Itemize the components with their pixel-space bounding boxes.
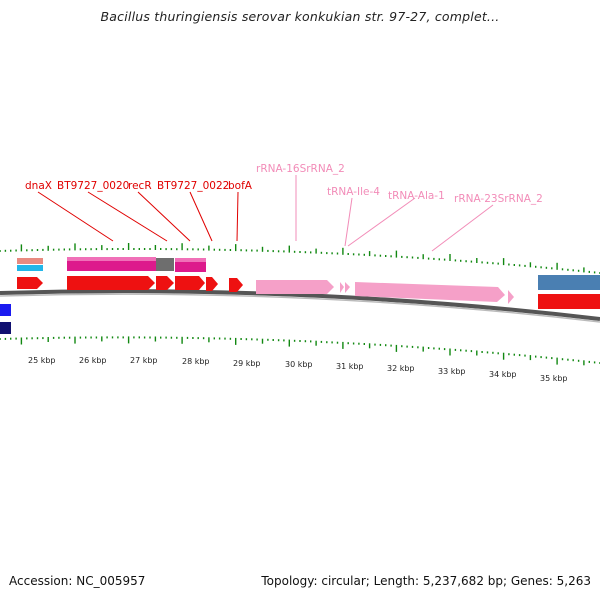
scale-label: 32 kbp: [387, 364, 415, 373]
accession-label: Accession: NC_005957: [9, 574, 146, 588]
gene-arrow-BT9727-0020[interactable]: [156, 276, 174, 290]
feature-block-steelblue[interactable]: [538, 275, 600, 290]
scale-labels: 25 kbp 26 kbp 27 kbp 28 kbp 29 kbp 30 kb…: [28, 356, 568, 383]
scale-label: 26 kbp: [79, 356, 107, 365]
gene-label-leaders: [37, 191, 239, 242]
gene-arrow-bofA[interactable]: [229, 278, 243, 292]
rna-arrow-trna-ile[interactable]: [340, 282, 344, 293]
gene-label-BT9727-0020[interactable]: BT9727_0020: [57, 180, 129, 192]
rna-arrow-small[interactable]: [508, 290, 514, 304]
genome-title: Bacillus thuringiensis serovar konkukian…: [100, 9, 500, 24]
scale-label: 31 kbp: [336, 362, 364, 371]
rna-arrow-16S[interactable]: [256, 280, 334, 294]
feature-block-blue[interactable]: [0, 304, 11, 316]
gene-arrow[interactable]: [17, 277, 43, 289]
gap-block[interactable]: [156, 258, 174, 271]
feature-block-salmon[interactable]: [17, 258, 43, 264]
feature-block-navy[interactable]: [0, 322, 11, 334]
rna-label-tRNA-Ile[interactable]: tRNA-Ile-4: [327, 186, 380, 198]
gene-arrow-recR[interactable]: [175, 276, 205, 290]
scale-label: 35 kbp: [540, 374, 568, 383]
scale-label: 33 kbp: [438, 367, 466, 376]
tick-track-bottom: [0, 336, 600, 366]
rna-label-16S[interactable]: rRNA-16SrRNA_2: [256, 163, 345, 175]
rna-label-leaders: [295, 175, 494, 252]
scale-label: 29 kbp: [233, 359, 261, 368]
genome-backbone-shadow: [0, 293, 600, 323]
gene-arrow-BT9727-0022[interactable]: [206, 277, 218, 291]
scale-label: 25 kbp: [28, 356, 56, 365]
gene-label-bofA[interactable]: bofA: [228, 180, 253, 192]
rna-labels: rRNA-16SrRNA_2 tRNA-Ile-4 tRNA-Ala-1 rRN…: [256, 163, 543, 205]
topology-summary: Topology: circular; Length: 5,237,682 bp…: [261, 574, 591, 588]
gene-label-recR[interactable]: recR: [128, 180, 152, 192]
gene-arrow-dnaX[interactable]: [67, 276, 155, 290]
scale-label: 34 kbp: [489, 370, 517, 379]
rna-arrow-23S[interactable]: [355, 282, 505, 302]
gene-arrow-right[interactable]: [538, 294, 600, 309]
gene-label-dnaX[interactable]: dnaX: [25, 180, 52, 192]
genome-backbone: [0, 289, 600, 321]
scale-label: 30 kbp: [285, 360, 313, 369]
scale-label: 28 kbp: [182, 357, 210, 366]
cds-highlight: [175, 258, 206, 262]
tick-track-top: [0, 243, 600, 274]
cds-highlight: [67, 257, 156, 261]
gene-labels: dnaX BT9727_0020 recR BT9727_0022 bofA: [25, 180, 253, 192]
feature-block-cyan[interactable]: [17, 265, 43, 271]
gene-label-BT9727-0022[interactable]: BT9727_0022: [157, 180, 229, 192]
rna-label-23S[interactable]: rRNA-23SrRNA_2: [454, 193, 543, 205]
rna-arrow-trna-ala[interactable]: [345, 282, 350, 293]
scale-label: 27 kbp: [130, 356, 158, 365]
rna-label-tRNA-Ala[interactable]: tRNA-Ala-1: [388, 190, 445, 202]
